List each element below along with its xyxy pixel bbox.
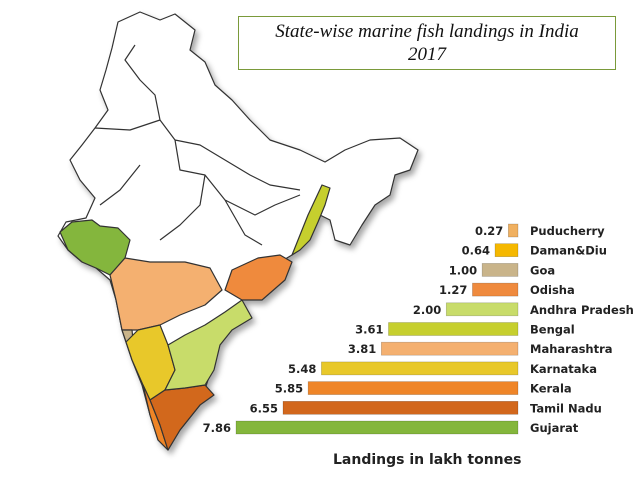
category-label: Kerala — [530, 382, 572, 396]
bar-value-label: 5.48 — [288, 362, 316, 376]
category-label: Daman&Diu — [530, 244, 607, 258]
bar-karnataka — [321, 361, 519, 376]
category-label: Odisha — [530, 283, 575, 297]
state-andhra-pradesh — [164, 299, 253, 391]
bar-value-label: 1.27 — [439, 283, 467, 297]
chart-title-line2: 2017 — [408, 44, 446, 65]
state-bengal — [291, 184, 331, 256]
bar-daman-diu — [494, 243, 519, 257]
x-axis-label: Landings in lakh tonnes — [333, 452, 522, 468]
category-label: Bengal — [530, 323, 575, 337]
chart-title-line1: State-wise marine fish landings in India — [275, 21, 579, 42]
bar-andhra-pradesh — [445, 302, 519, 317]
state-gujarat — [59, 219, 131, 276]
chart-title: State-wise marine fish landings in India… — [238, 16, 616, 70]
bar-kerala — [307, 381, 519, 395]
bar-value-label: 2.00 — [413, 303, 441, 317]
bar-value-label: 5.85 — [275, 382, 303, 396]
category-label: Maharashtra — [530, 342, 613, 356]
bar-value-label: 3.81 — [348, 342, 376, 356]
bar-value-label: 3.61 — [355, 323, 383, 337]
bar-value-label: 6.55 — [250, 401, 278, 415]
category-label: Puducherry — [530, 224, 605, 238]
bar-maharashtra — [381, 341, 519, 356]
bar-value-label: 0.64 — [462, 244, 490, 258]
map-internal-borders — [94, 44, 301, 246]
bar-tamil-nadu — [282, 400, 519, 415]
bar-goa — [481, 263, 519, 277]
category-label: Andhra Pradesh — [530, 303, 634, 317]
bar-puducherry — [508, 223, 519, 238]
bar-odisha — [472, 282, 519, 297]
category-label: Gujarat — [530, 421, 579, 435]
bar-gujarat — [235, 420, 519, 435]
state-odisha — [224, 254, 293, 301]
category-label: Tamil Nadu — [530, 401, 602, 415]
bar-bengal — [388, 322, 519, 336]
bar-value-label: 0.27 — [475, 224, 503, 238]
bar-value-label: 7.86 — [203, 421, 231, 435]
bar-value-label: 1.00 — [449, 263, 477, 277]
category-label: Karnataka — [530, 362, 597, 376]
category-label: Goa — [530, 263, 555, 277]
